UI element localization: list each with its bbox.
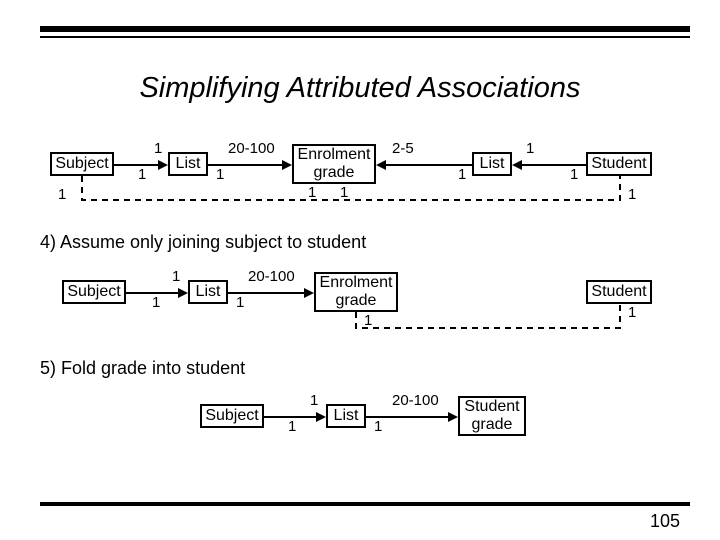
bottom-rule <box>40 502 690 506</box>
d1-student-label: Student <box>591 155 646 173</box>
d1-list1-label: List <box>176 155 201 173</box>
d2-m6: 1 <box>628 304 636 321</box>
d2-m4: 1 <box>236 294 244 311</box>
d1-enrolment-label: Enrolment <box>298 146 371 164</box>
d3-subject-box: Subject <box>200 404 264 428</box>
top-rule-thick <box>40 26 690 32</box>
d3-m2: 1 <box>288 418 296 435</box>
d3-list-box: List <box>326 404 366 428</box>
d1-m-loop-cl: 1 <box>308 184 316 201</box>
d2-list-box: List <box>188 280 228 304</box>
d3-m4: 1 <box>374 418 382 435</box>
d2-m3: 20-100 <box>248 268 295 285</box>
d2-subject-label: Subject <box>67 283 120 301</box>
d2-m5: 1 <box>364 312 372 329</box>
d1-m-subj-r-top: 1 <box>154 140 162 157</box>
d1-m-subj-r-bot: 1 <box>138 166 146 183</box>
page-title: Simplifying Attributed Associations <box>0 72 720 105</box>
d1-subject-label: Subject <box>55 155 108 173</box>
d1-m-loop-r: 1 <box>628 186 636 203</box>
d1-list2-label: List <box>480 155 505 173</box>
step4-text: 4) Assume only joining subject to studen… <box>40 232 366 253</box>
top-rule-thin <box>40 36 690 38</box>
d2-grade-label: grade <box>336 292 377 310</box>
d2-dashed-loop <box>356 312 620 334</box>
d1-m-list1-rb: 1 <box>216 166 224 183</box>
diagram-area: Subject List Enrolment grade List Studen… <box>40 140 690 490</box>
d1-subject-box: Subject <box>50 152 114 176</box>
d1-m-stud-l: 1 <box>570 166 578 183</box>
d2-student-label: Student <box>591 283 646 301</box>
d2-enrolment-box: Enrolment grade <box>314 272 398 312</box>
d1-m-enrol-r: 2-5 <box>392 140 414 157</box>
d1-dashed-loop <box>82 176 620 206</box>
d3-m3: 20-100 <box>392 392 439 409</box>
d1-m-list1-r: 20-100 <box>228 140 275 157</box>
d3-student-box: Student grade <box>458 396 526 436</box>
d1-m-list2-r-top: 1 <box>526 140 534 157</box>
d3-student-top: Student <box>464 398 519 416</box>
d2-m1: 1 <box>172 268 180 285</box>
d1-list2-box: List <box>472 152 512 176</box>
d3-student-bottom: grade <box>472 416 513 434</box>
d2-list-label: List <box>196 283 221 301</box>
d3-list-label: List <box>334 407 359 425</box>
d1-list1-box: List <box>168 152 208 176</box>
d3-m1: 1 <box>310 392 318 409</box>
d1-m-list2-l: 1 <box>458 166 466 183</box>
d1-m-loop-l: 1 <box>58 186 66 203</box>
d2-student-box: Student <box>586 280 652 304</box>
d2-subject-box: Subject <box>62 280 126 304</box>
page-number: 105 <box>650 511 680 532</box>
d2-m2: 1 <box>152 294 160 311</box>
d1-student-box: Student <box>586 152 652 176</box>
d3-subject-label: Subject <box>205 407 258 425</box>
d1-m-loop-cr: 1 <box>340 184 348 201</box>
d2-enrolment-label: Enrolment <box>320 274 393 292</box>
step5-text: 5) Fold grade into student <box>40 358 245 379</box>
